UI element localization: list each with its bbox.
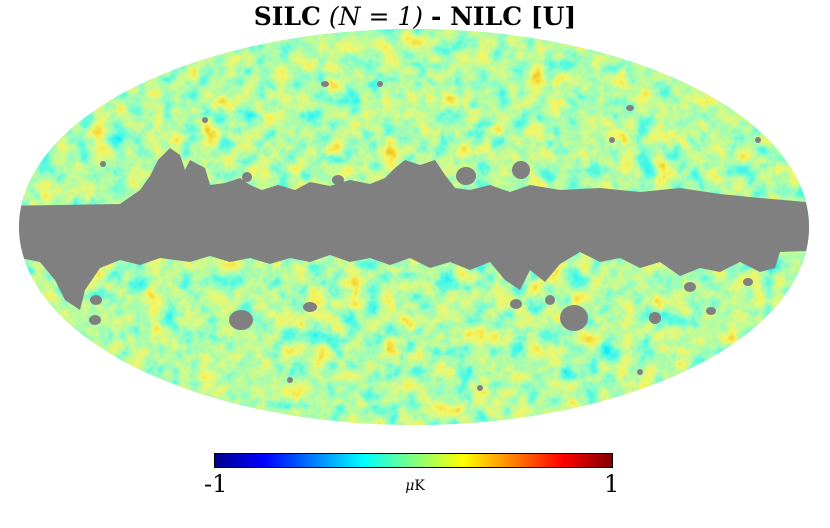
unit-k: K [414,478,425,494]
point-source-masks [57,81,773,391]
title-math: (N = 1) [328,2,424,31]
galactic-mask [19,148,809,310]
mollweide-map-svg [19,29,809,425]
map-title: SILC (N = 1) - NILC [U] [0,2,830,31]
colorbar-gradient [214,453,613,468]
colorbar [214,453,615,470]
sky-map [19,29,809,425]
title-suffix: - NILC [U] [431,2,577,31]
colorbar-unit: μK [0,478,830,494]
unit-mu: μ [405,478,415,494]
colorbar-min-label: -1 [204,470,228,498]
title-prefix: SILC [253,2,321,31]
colorbar-max-label: 1 [604,470,620,498]
